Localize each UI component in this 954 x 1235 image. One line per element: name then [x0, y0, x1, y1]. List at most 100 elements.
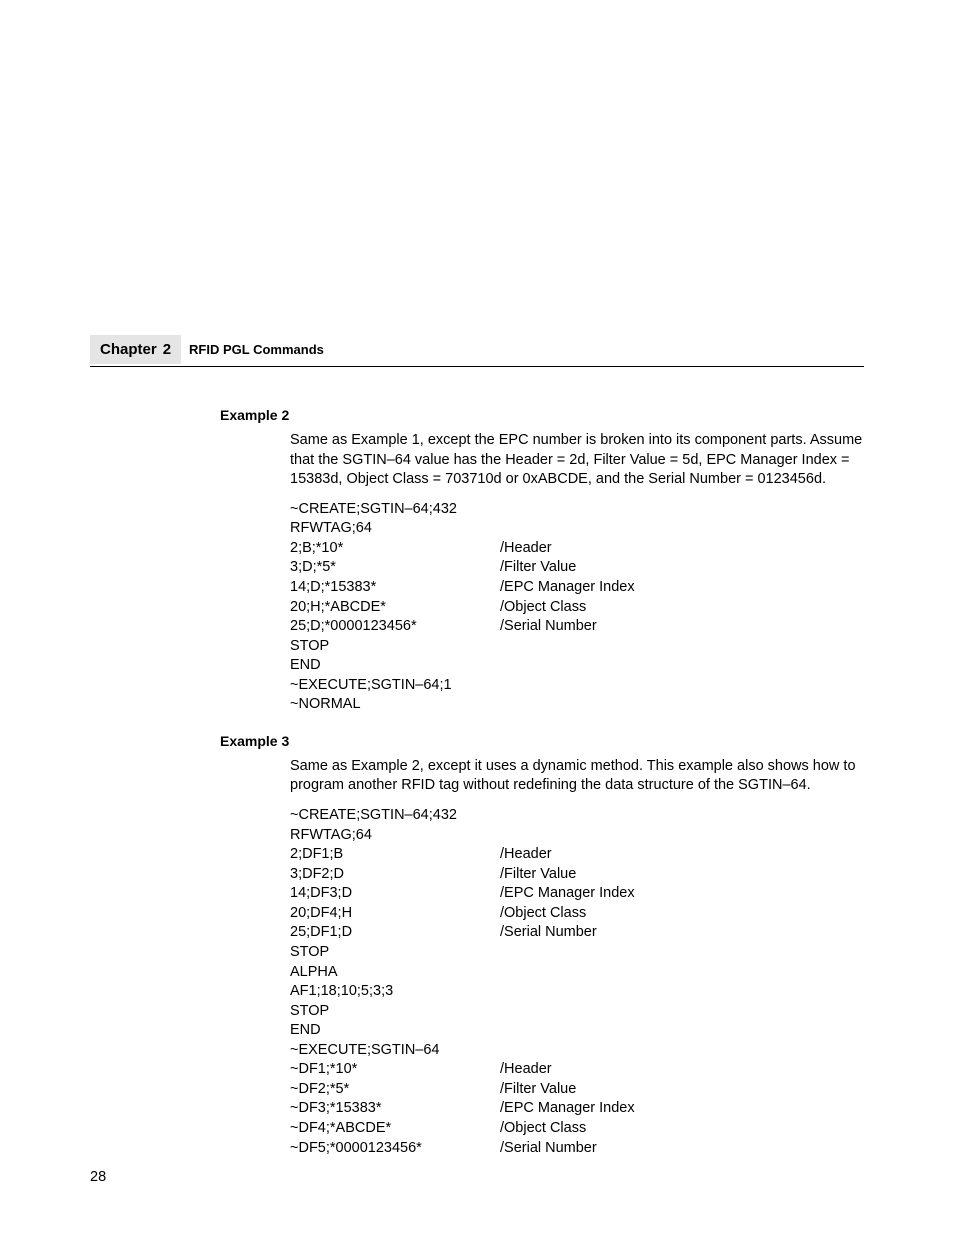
- code-command: END: [290, 1021, 500, 1041]
- code-line: 2;B;*10*/Header: [290, 539, 864, 559]
- code-line: 3;D;*5*/Filter Value: [290, 558, 864, 578]
- code-command: ~DF3;*15383*: [290, 1099, 500, 1119]
- code-comment: /Object Class: [500, 598, 864, 618]
- code-command: 20;DF4;H: [290, 904, 500, 924]
- example-2-heading: Example 2: [220, 407, 864, 423]
- code-comment: [500, 943, 864, 963]
- code-command: ~DF5;*0000123456*: [290, 1139, 500, 1159]
- code-line: ALPHA: [290, 963, 864, 983]
- code-command: 2;DF1;B: [290, 845, 500, 865]
- code-command: ~DF2;*5*: [290, 1080, 500, 1100]
- code-command: 14;DF3;D: [290, 884, 500, 904]
- code-line: 25;D;*0000123456*/Serial Number: [290, 617, 864, 637]
- code-command: ~DF4;*ABCDE*: [290, 1119, 500, 1139]
- document-page: Chapter 2 RFID PGL Commands Example 2 Sa…: [0, 0, 954, 1158]
- code-command: RFWTAG;64: [290, 826, 500, 846]
- code-line: STOP: [290, 637, 864, 657]
- code-comment: [500, 982, 864, 1002]
- code-comment: [500, 806, 864, 826]
- chapter-label: Chapter: [100, 341, 157, 358]
- code-line: ~DF3;*15383*/EPC Manager Index: [290, 1099, 864, 1119]
- code-line: ~EXECUTE;SGTIN–64: [290, 1041, 864, 1061]
- code-comment: /Object Class: [500, 904, 864, 924]
- code-line: 2;DF1;B/Header: [290, 845, 864, 865]
- code-command: END: [290, 656, 500, 676]
- code-comment: /Header: [500, 539, 864, 559]
- code-command: STOP: [290, 637, 500, 657]
- code-comment: /EPC Manager Index: [500, 1099, 864, 1119]
- page-number: 28: [90, 1169, 106, 1185]
- code-comment: /Header: [500, 1060, 864, 1080]
- code-command: 3;D;*5*: [290, 558, 500, 578]
- code-comment: /Header: [500, 845, 864, 865]
- code-command: ALPHA: [290, 963, 500, 983]
- code-command: ~CREATE;SGTIN–64;432: [290, 500, 500, 520]
- code-comment: /Filter Value: [500, 558, 864, 578]
- example-3-code: ~CREATE;SGTIN–64;432RFWTAG;642;DF1;B/Hea…: [290, 806, 864, 1158]
- code-line: ~EXECUTE;SGTIN–64;1: [290, 676, 864, 696]
- code-command: 20;H;*ABCDE*: [290, 598, 500, 618]
- chapter-box: Chapter 2: [90, 335, 181, 364]
- code-line: END: [290, 656, 864, 676]
- example-3-paragraph: Same as Example 2, except it uses a dyna…: [290, 757, 864, 796]
- code-comment: /Serial Number: [500, 923, 864, 943]
- code-comment: /Filter Value: [500, 1080, 864, 1100]
- code-line: RFWTAG;64: [290, 519, 864, 539]
- chapter-number: 2: [163, 341, 171, 358]
- code-comment: /Object Class: [500, 1119, 864, 1139]
- code-command: 25;D;*0000123456*: [290, 617, 500, 637]
- chapter-title: RFID PGL Commands: [189, 342, 324, 357]
- code-comment: [500, 1041, 864, 1061]
- code-command: AF1;18;10;5;3;3: [290, 982, 500, 1002]
- code-comment: /EPC Manager Index: [500, 884, 864, 904]
- code-line: ~CREATE;SGTIN–64;432: [290, 500, 864, 520]
- code-line: STOP: [290, 943, 864, 963]
- code-command: RFWTAG;64: [290, 519, 500, 539]
- code-comment: [500, 1002, 864, 1022]
- code-command: ~EXECUTE;SGTIN–64;1: [290, 676, 500, 696]
- code-comment: [500, 637, 864, 657]
- code-comment: [500, 500, 864, 520]
- code-comment: [500, 695, 864, 715]
- code-command: ~EXECUTE;SGTIN–64: [290, 1041, 500, 1061]
- code-command: 14;D;*15383*: [290, 578, 500, 598]
- code-comment: [500, 1021, 864, 1041]
- code-comment: /Serial Number: [500, 617, 864, 637]
- example-2-code: ~CREATE;SGTIN–64;432RFWTAG;642;B;*10*/He…: [290, 500, 864, 715]
- code-comment: [500, 656, 864, 676]
- code-line: 25;DF1;D/Serial Number: [290, 923, 864, 943]
- code-line: ~CREATE;SGTIN–64;432: [290, 806, 864, 826]
- code-command: 25;DF1;D: [290, 923, 500, 943]
- code-comment: /Serial Number: [500, 1139, 864, 1159]
- code-line: 20;H;*ABCDE*/Object Class: [290, 598, 864, 618]
- code-command: STOP: [290, 943, 500, 963]
- code-comment: [500, 519, 864, 539]
- code-line: AF1;18;10;5;3;3: [290, 982, 864, 1002]
- code-line: 3;DF2;D/Filter Value: [290, 865, 864, 885]
- code-line: 20;DF4;H/Object Class: [290, 904, 864, 924]
- code-line: STOP: [290, 1002, 864, 1022]
- code-command: ~NORMAL: [290, 695, 500, 715]
- code-line: RFWTAG;64: [290, 826, 864, 846]
- example-3-heading: Example 3: [220, 733, 864, 749]
- code-line: 14;D;*15383*/EPC Manager Index: [290, 578, 864, 598]
- code-command: ~CREATE;SGTIN–64;432: [290, 806, 500, 826]
- code-line: ~DF1;*10*/Header: [290, 1060, 864, 1080]
- code-comment: [500, 826, 864, 846]
- code-command: 2;B;*10*: [290, 539, 500, 559]
- code-line: ~DF2;*5*/Filter Value: [290, 1080, 864, 1100]
- code-comment: [500, 676, 864, 696]
- example-2-paragraph: Same as Example 1, except the EPC number…: [290, 431, 864, 490]
- code-comment: [500, 963, 864, 983]
- code-line: ~NORMAL: [290, 695, 864, 715]
- code-comment: /EPC Manager Index: [500, 578, 864, 598]
- code-command: STOP: [290, 1002, 500, 1022]
- code-comment: /Filter Value: [500, 865, 864, 885]
- code-command: 3;DF2;D: [290, 865, 500, 885]
- code-line: ~DF5;*0000123456*/Serial Number: [290, 1139, 864, 1159]
- code-line: 14;DF3;D/EPC Manager Index: [290, 884, 864, 904]
- code-line: ~DF4;*ABCDE*/Object Class: [290, 1119, 864, 1139]
- code-line: END: [290, 1021, 864, 1041]
- content-area: Example 2 Same as Example 1, except the …: [220, 407, 864, 1158]
- chapter-header: Chapter 2 RFID PGL Commands: [90, 335, 864, 367]
